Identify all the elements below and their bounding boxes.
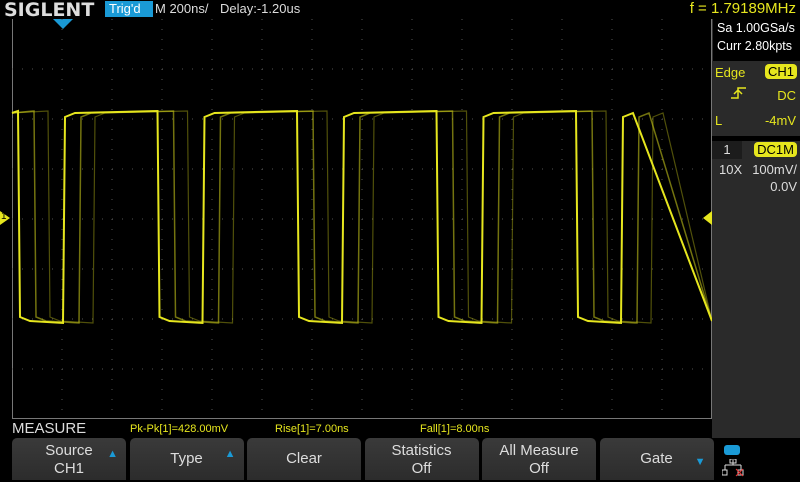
trigger-status: Trig'd: [105, 1, 153, 17]
vertical-offset: 0.0V: [770, 179, 797, 194]
ch1-waveform: [11, 109, 712, 325]
trigger-level: -4mV: [764, 113, 796, 128]
arrow-down-icon: ▼: [694, 456, 706, 468]
side-panel-bg: [712, 199, 800, 438]
softkey-clear[interactable]: Clear: [247, 438, 361, 480]
trigger-position-marker[interactable]: [53, 19, 73, 29]
siglent-logo: SIGLENT: [4, 0, 95, 21]
ch1-marker-label: 1: [1, 211, 7, 222]
sample-rate: Sa 1.00GSa/s: [717, 21, 795, 35]
rising-edge-icon: [730, 86, 748, 103]
softkey-gate[interactable]: Gate ▼: [599, 438, 714, 480]
softkey-statistics[interactable]: Statistics Off: [364, 438, 479, 480]
measure-rise: Rise[1]=7.00ns: [275, 423, 349, 435]
trigger-type: Edge: [715, 65, 746, 80]
measure-title: MEASURE: [12, 420, 87, 437]
waveform-display: [11, 19, 712, 419]
graticule: [12, 19, 712, 419]
waveform-trace: [11, 110, 712, 324]
waveform-trace: [11, 110, 712, 324]
header-bar: SIGLENT Trig'd M 200ns/ Delay:-1.20us f …: [0, 0, 800, 21]
channel-number: 1: [712, 141, 742, 159]
usb-icon: [724, 445, 740, 455]
probe-attenuation: 10X: [719, 162, 743, 177]
softkey-all-measure[interactable]: All Measure Off: [482, 438, 596, 480]
trigger-coupling: DC: [777, 88, 796, 103]
frequency-counter: f = 1.79189MHz: [689, 0, 796, 17]
memory-depth: Curr 2.80kpts: [717, 39, 793, 53]
softkey-label: Statistics: [391, 442, 452, 459]
measure-fall: Fall[1]=8.00ns: [420, 423, 490, 435]
softkey-label: Type: [170, 450, 203, 467]
channel-coupling: DC1M: [754, 142, 797, 157]
trigger-level-label: L: [715, 113, 723, 128]
softkey-value: Off: [529, 460, 549, 477]
softkey-source[interactable]: Source CH1 ▲: [12, 438, 126, 480]
softkey-value: Off: [411, 460, 432, 477]
arrow-up-icon: ▲: [107, 448, 118, 460]
softkey-type[interactable]: Type ▲: [129, 438, 244, 480]
softkey-label: Clear: [286, 450, 322, 467]
trigger-source: CH1: [764, 64, 797, 79]
acquisition-info: Sa 1.00GSa/s Curr 2.80kpts: [712, 19, 800, 61]
measure-pkpk: Pk-Pk[1]=428.00mV: [130, 423, 229, 435]
network-disconnected-icon: [721, 458, 744, 482]
arrow-up-icon: ▲: [224, 448, 236, 460]
ch1-panel[interactable]: 1 DC1M 10X 100mV/ 0.0V: [712, 141, 800, 199]
timebase[interactable]: M 200ns/: [155, 1, 209, 16]
waveform-trace: [11, 109, 712, 325]
trigger-level-marker[interactable]: [703, 211, 712, 225]
softkey-value: CH1: [53, 460, 84, 477]
softkey-label: Source: [45, 442, 93, 459]
ch1-ground-marker[interactable]: [0, 211, 10, 225]
softkey-label: All Measure: [499, 442, 579, 459]
vertical-scale: 100mV/: [752, 162, 797, 177]
trigger-panel[interactable]: Edge CH1 DC L -4mV: [712, 61, 800, 136]
trigger-delay[interactable]: Delay:-1.20us: [220, 1, 301, 16]
softkey-label: Gate: [640, 450, 673, 467]
